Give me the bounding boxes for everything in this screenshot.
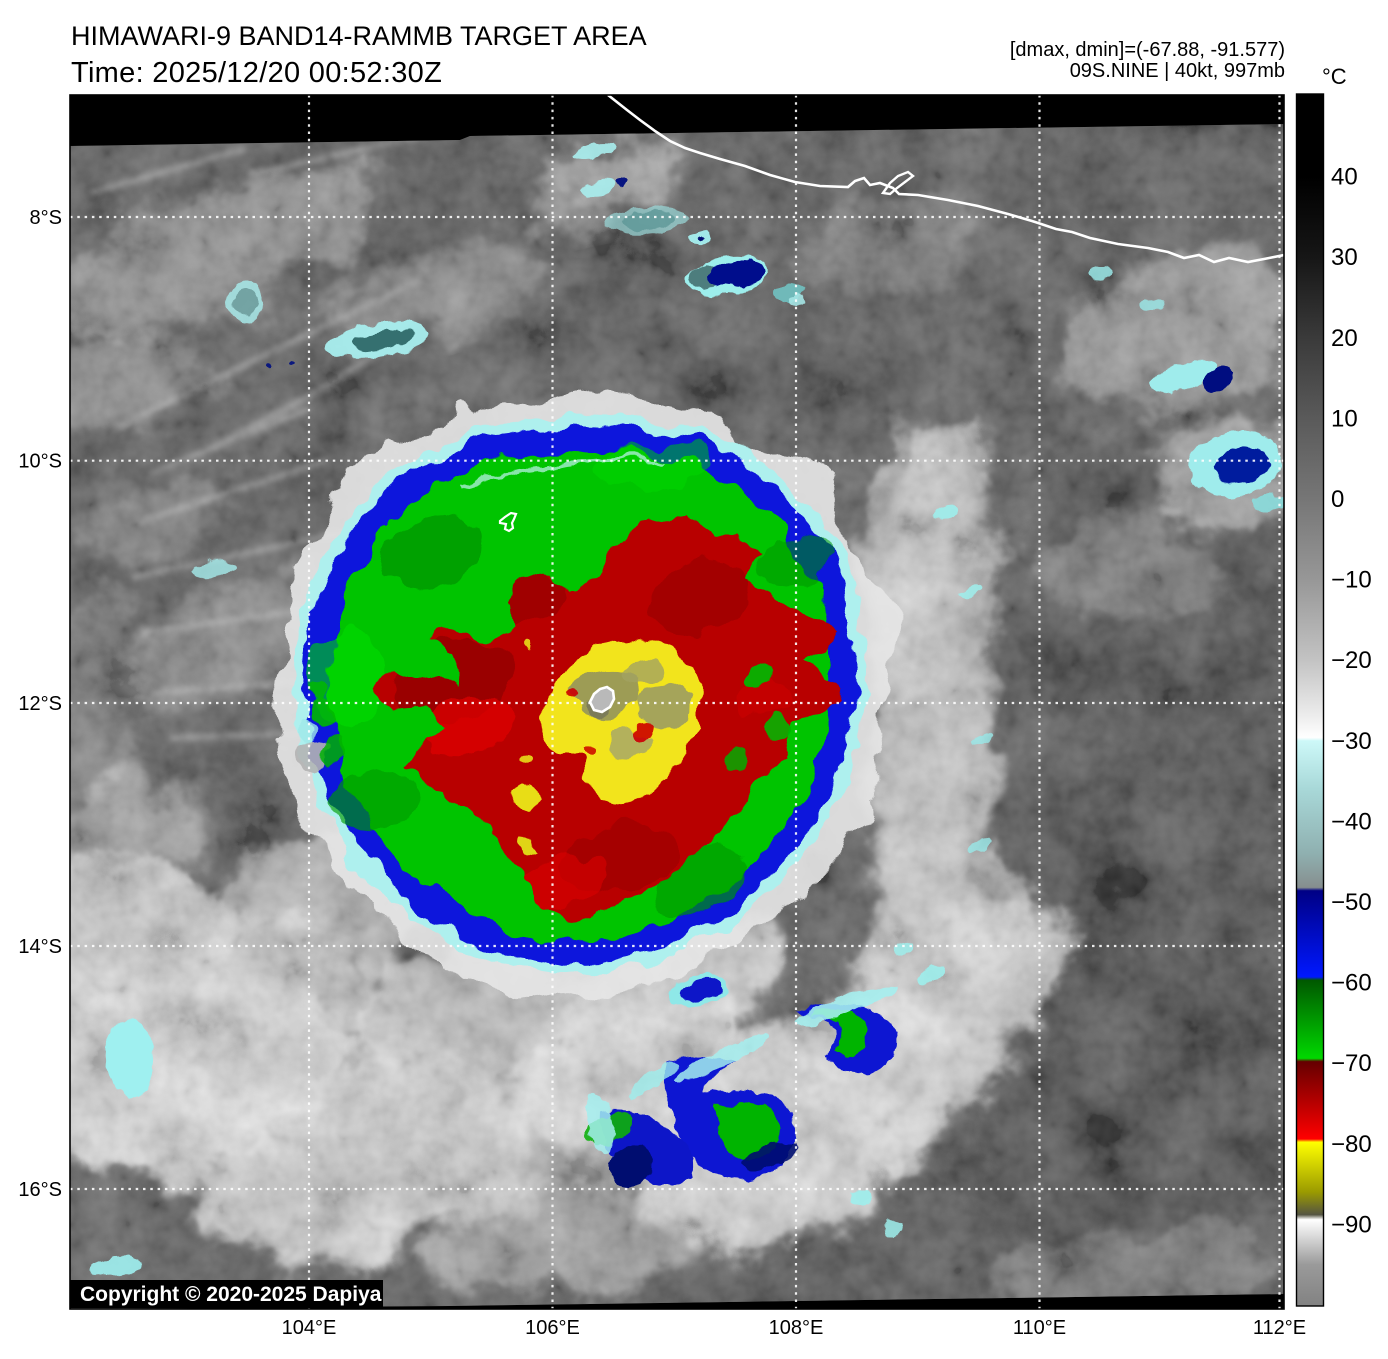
svg-text:[dmax, dmin]=(-67.88, -91.577): [dmax, dmin]=(-67.88, -91.577) [1010, 39, 1285, 61]
svg-text:110°E: 110°E [1013, 1317, 1066, 1339]
svg-text:−60: −60 [1331, 970, 1372, 997]
svg-text:10°S: 10°S [18, 451, 62, 473]
svg-text:40: 40 [1331, 164, 1358, 191]
svg-text:108°E: 108°E [769, 1317, 824, 1339]
svg-text:−80: −80 [1331, 1131, 1372, 1158]
svg-text:106°E: 106°E [525, 1317, 580, 1339]
svg-text:112°E: 112°E [1253, 1317, 1306, 1339]
svg-text:HIMAWARI-9 BAND14-RAMMB TARGET: HIMAWARI-9 BAND14-RAMMB TARGET AREA [71, 21, 647, 51]
svg-text:−40: −40 [1331, 808, 1372, 835]
svg-text:20: 20 [1331, 325, 1358, 352]
svg-text:Time: 2025/12/20 00:52:30Z: Time: 2025/12/20 00:52:30Z [71, 57, 442, 89]
svg-text:−50: −50 [1331, 889, 1372, 916]
svg-text:12°S: 12°S [18, 693, 62, 715]
svg-text:8°S: 8°S [30, 207, 62, 229]
svg-text:09S.NINE | 40kt, 997mb: 09S.NINE | 40kt, 997mb [1070, 60, 1285, 82]
svg-text:30: 30 [1331, 244, 1358, 271]
svg-text:−90: −90 [1331, 1211, 1372, 1238]
svg-text:104°E: 104°E [282, 1317, 337, 1339]
svg-text:0: 0 [1331, 486, 1344, 513]
svg-text:10: 10 [1331, 405, 1358, 432]
svg-text:16°S: 16°S [18, 1179, 62, 1201]
svg-text:−70: −70 [1331, 1050, 1372, 1077]
svg-text:14°S: 14°S [18, 936, 62, 958]
svg-text:−10: −10 [1331, 567, 1372, 594]
svg-text:−30: −30 [1331, 728, 1372, 755]
svg-text:°C: °C [1322, 64, 1347, 89]
svg-text:Copyright © 2020-2025 Dapiya: Copyright © 2020-2025 Dapiya [80, 1283, 382, 1306]
svg-text:−20: −20 [1331, 647, 1372, 674]
